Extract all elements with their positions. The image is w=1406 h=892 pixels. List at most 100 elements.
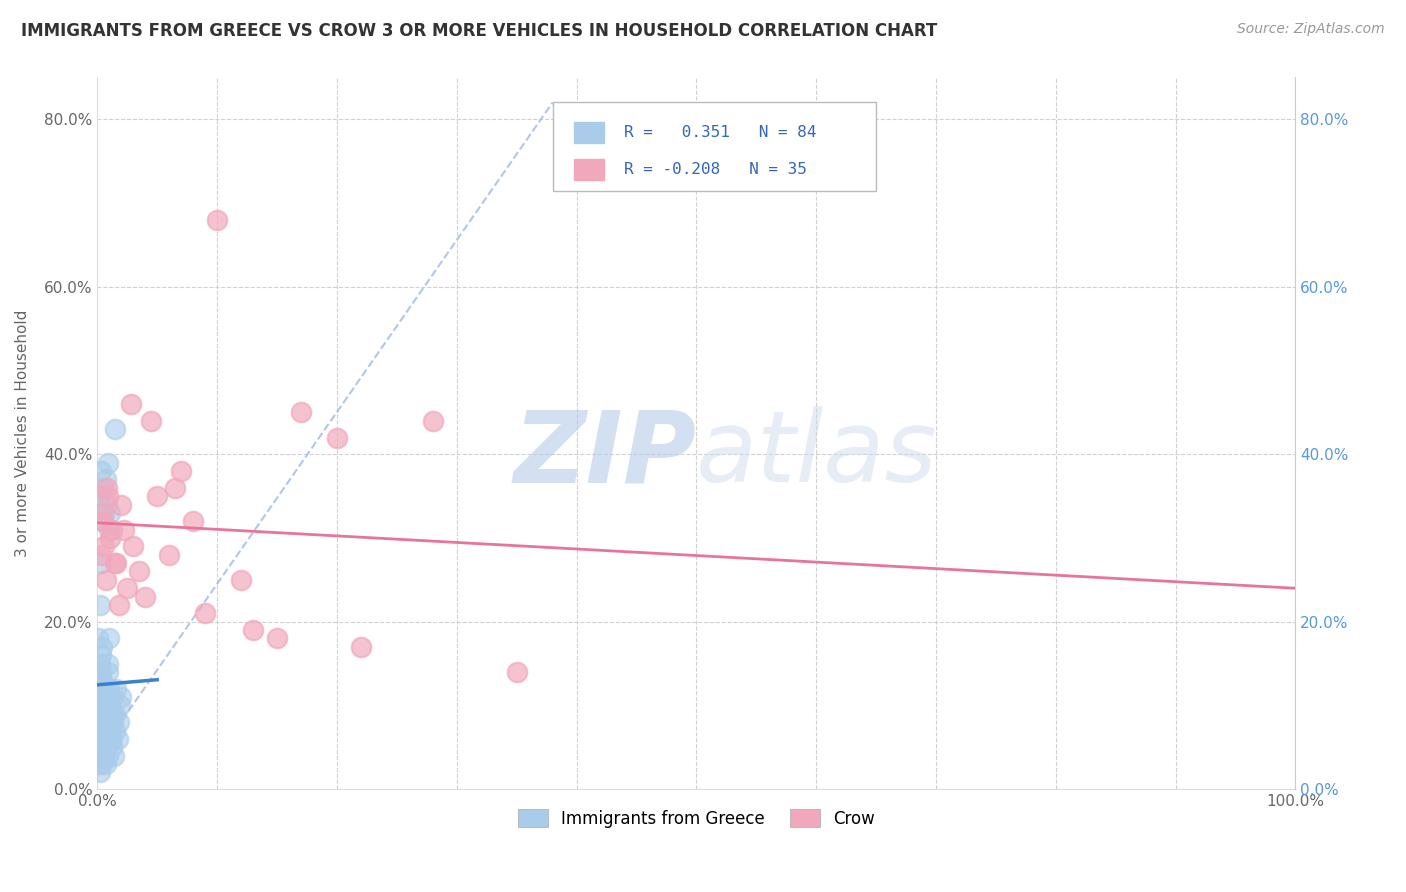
Point (128, 565, 150, 579)
Point (94, 706, 117, 721)
Point (91, 740, 114, 755)
Point (93, 740, 115, 755)
Point (90, 464, 112, 478)
Point (97, 715, 120, 730)
Point (107, 731, 129, 746)
Point (103, 748, 125, 763)
Point (91, 715, 114, 730)
Point (93, 723, 115, 738)
Point (104, 556, 127, 570)
Point (90, 648, 112, 663)
Point (93, 748, 115, 763)
Point (91, 698, 114, 713)
Point (87, 681, 110, 696)
Text: atlas: atlas (696, 406, 938, 503)
Point (94, 731, 117, 746)
Point (96, 481, 118, 495)
Point (110, 498, 132, 512)
Point (100, 731, 122, 746)
Point (98, 731, 121, 746)
Point (157, 548, 180, 562)
Point (89, 706, 111, 721)
Point (91, 481, 114, 495)
Point (91, 640, 114, 654)
Point (87, 632, 110, 646)
Point (97, 748, 120, 763)
Point (90, 706, 112, 721)
Point (229, 573, 252, 587)
Point (134, 590, 156, 604)
Point (100, 723, 122, 738)
Bar (574, 122, 605, 144)
Point (350, 640, 373, 654)
Point (87, 715, 110, 730)
Point (96, 740, 118, 755)
Point (90, 556, 112, 570)
Point (98, 632, 121, 646)
Point (90, 715, 112, 730)
Point (91, 514, 114, 528)
Point (91, 506, 114, 520)
Text: R = -0.208   N = 35: R = -0.208 N = 35 (624, 162, 807, 177)
Point (89, 598, 111, 612)
Point (96, 706, 118, 721)
Point (87, 757, 110, 772)
Point (101, 715, 124, 730)
Point (100, 506, 122, 520)
Point (170, 464, 193, 478)
Bar (574, 159, 605, 180)
Point (98, 681, 121, 696)
Point (104, 723, 127, 738)
Point (146, 489, 169, 503)
Point (91, 681, 114, 696)
Point (422, 414, 444, 428)
Point (89, 723, 111, 738)
Point (90, 698, 112, 713)
Point (112, 523, 135, 537)
Text: R =   0.351   N = 84: R = 0.351 N = 84 (624, 125, 817, 140)
Point (87, 731, 110, 746)
Point (94, 681, 117, 696)
Point (90, 681, 112, 696)
Point (89, 748, 111, 763)
FancyBboxPatch shape (553, 103, 876, 191)
Point (115, 581, 138, 595)
Point (94, 715, 117, 730)
Point (90, 665, 112, 679)
Point (91, 723, 114, 738)
Point (120, 397, 142, 411)
Point (94, 573, 117, 587)
Point (105, 681, 128, 696)
Point (97, 456, 120, 470)
Point (93, 506, 115, 520)
Point (108, 698, 131, 713)
Point (122, 540, 145, 554)
Point (194, 607, 217, 621)
Point (97, 657, 120, 671)
Point (110, 690, 132, 705)
Text: Source: ZipAtlas.com: Source: ZipAtlas.com (1237, 22, 1385, 37)
Point (91, 706, 114, 721)
Point (108, 598, 131, 612)
Point (91, 757, 114, 772)
Point (91, 673, 114, 688)
Point (108, 715, 131, 730)
Point (100, 531, 122, 545)
Point (98, 706, 121, 721)
Point (94, 757, 117, 772)
Point (101, 690, 124, 705)
Point (96, 698, 118, 713)
Point (290, 405, 312, 419)
Point (91, 514, 114, 528)
Point (91, 731, 114, 746)
Point (93, 540, 115, 554)
Point (505, 665, 527, 679)
Point (326, 430, 349, 444)
Point (98, 523, 121, 537)
Point (90, 548, 112, 562)
Point (89, 489, 111, 503)
Point (104, 706, 127, 721)
Point (100, 706, 122, 721)
Point (104, 422, 127, 436)
Text: IMMIGRANTS FROM GREECE VS CROW 3 OR MORE VEHICLES IN HOUSEHOLD CORRELATION CHART: IMMIGRANTS FROM GREECE VS CROW 3 OR MORE… (21, 22, 938, 40)
